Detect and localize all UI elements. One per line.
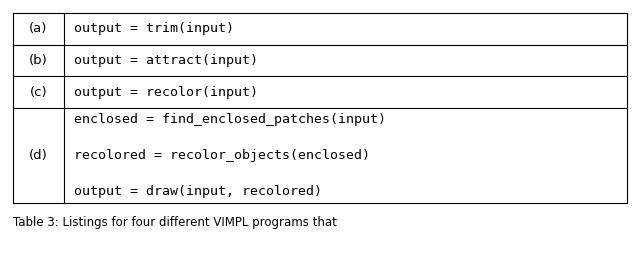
Text: (d): (d): [29, 149, 48, 162]
Text: output = trim(input): output = trim(input): [74, 22, 234, 35]
Text: output = attract(input): output = attract(input): [74, 54, 258, 67]
Text: output = recolor(input): output = recolor(input): [74, 86, 258, 99]
Text: (b): (b): [29, 54, 48, 67]
Text: enclosed = find_enclosed_patches(input): enclosed = find_enclosed_patches(input): [74, 113, 385, 126]
Text: (c): (c): [29, 86, 47, 99]
Text: output = draw(input, recolored): output = draw(input, recolored): [74, 185, 322, 198]
Text: Table 3: Listings for four different VIMPL programs that: Table 3: Listings for four different VIM…: [13, 216, 337, 229]
Text: (a): (a): [29, 22, 47, 35]
Text: recolored = recolor_objects(enclosed): recolored = recolor_objects(enclosed): [74, 149, 370, 162]
